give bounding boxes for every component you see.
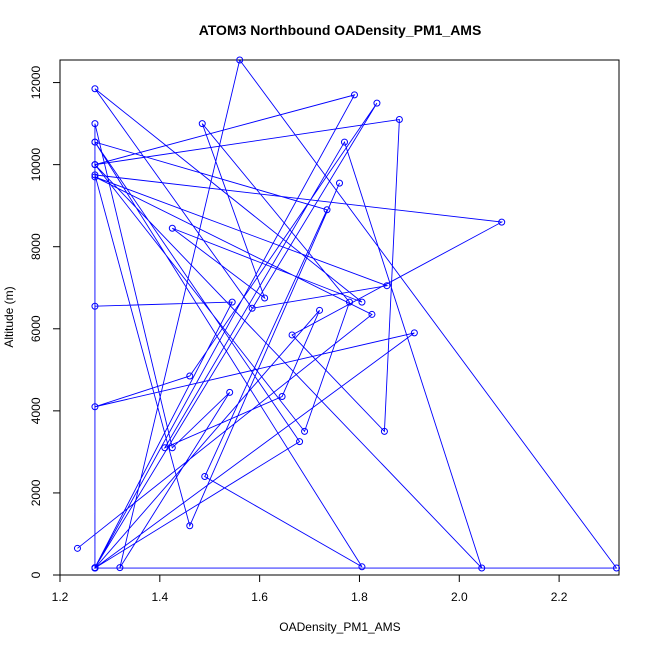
data-point <box>91 171 99 179</box>
data-point <box>73 544 81 552</box>
data-point <box>336 179 343 187</box>
y-tick-label: 6000 <box>29 315 43 342</box>
data-point <box>350 91 358 99</box>
data-point <box>301 427 309 435</box>
series-layer <box>73 56 620 572</box>
y-tick-label: 4000 <box>29 397 43 424</box>
data-point <box>261 294 269 302</box>
series-line <box>77 58 618 569</box>
data-point <box>186 522 194 530</box>
x-tick-label: 1.6 <box>251 590 268 604</box>
x-tick-label: 2.0 <box>451 590 468 604</box>
x-tick-label: 1.2 <box>52 590 69 604</box>
y-axis-label: Altitude (m) <box>2 286 16 347</box>
x-tick-label: 1.4 <box>151 590 168 604</box>
data-point <box>368 310 376 318</box>
data-point <box>168 224 176 232</box>
data-point <box>198 120 206 128</box>
data-point <box>161 444 169 452</box>
data-point <box>91 120 99 128</box>
data-point <box>91 403 99 411</box>
data-point <box>201 473 209 481</box>
data-point <box>410 329 418 337</box>
data-point <box>498 218 506 226</box>
data-point <box>383 282 391 290</box>
data-point <box>296 438 304 446</box>
data-point <box>186 372 194 380</box>
data-point <box>236 56 244 64</box>
y-tick-label: 8000 <box>29 233 43 260</box>
y-tick-label: 2000 <box>29 479 43 506</box>
data-point <box>116 564 124 572</box>
x-axis-label: OADensity_PM1_AMS <box>279 620 400 634</box>
data-point <box>373 99 381 107</box>
data-point <box>91 161 99 169</box>
data-point <box>228 298 236 306</box>
data-point <box>168 444 176 452</box>
data-point <box>91 564 99 572</box>
data-point <box>91 302 99 310</box>
data-point <box>478 564 486 572</box>
data-point <box>323 206 331 214</box>
y-axis: 0 2000 4000 6000 8000 10000 12000 <box>29 66 61 578</box>
data-point <box>380 427 388 435</box>
y-tick-label: 12000 <box>29 66 43 100</box>
x-axis: 1.2 1.4 1.6 1.8 2.0 2.2 <box>52 574 568 604</box>
x-tick-label: 2.2 <box>551 590 568 604</box>
data-point <box>358 298 366 306</box>
data-point <box>91 138 99 146</box>
data-point <box>340 138 348 146</box>
data-point <box>226 388 234 396</box>
data-point <box>316 306 324 314</box>
data-point <box>288 331 296 339</box>
data-point <box>91 173 99 181</box>
data-point <box>358 563 366 571</box>
chart-title: ATOM3 Northbound OADensity_PM1_AMS <box>199 22 482 38</box>
data-point <box>248 304 256 312</box>
x-tick-label: 1.8 <box>351 590 368 604</box>
data-point <box>395 116 403 123</box>
data-point <box>91 85 99 93</box>
data-point <box>345 298 353 306</box>
data-point <box>613 564 620 572</box>
data-point <box>278 392 286 400</box>
y-tick-label: 10000 <box>29 148 43 182</box>
y-tick-label: 0 <box>29 571 43 578</box>
